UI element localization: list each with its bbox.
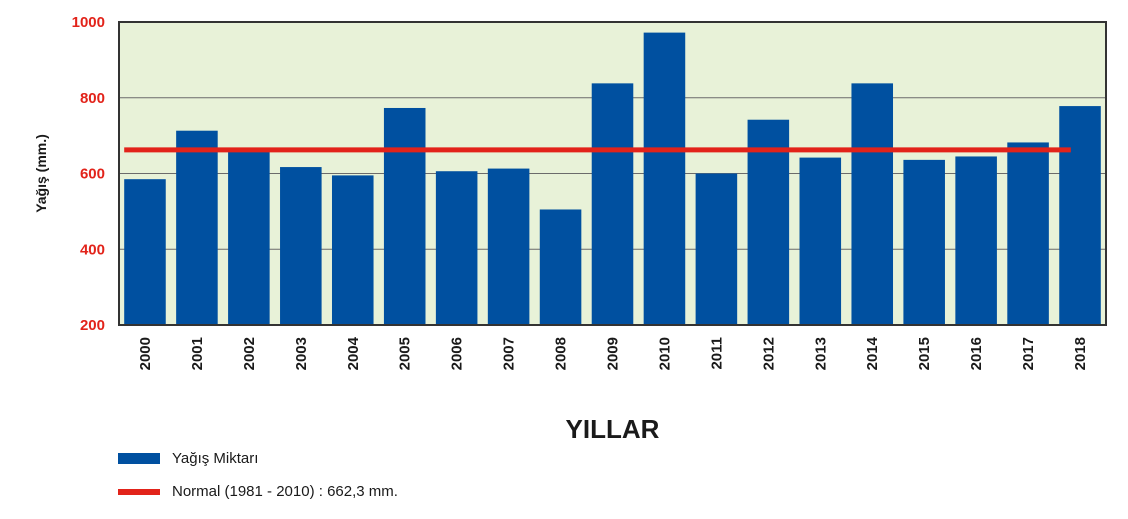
x-tick-label: 2003 [293, 337, 310, 370]
x-tick-label: 2014 [864, 336, 881, 370]
x-tick-label: 2008 [553, 337, 570, 370]
legend-item-precipitation: Yağış Miktarı [118, 450, 258, 467]
bar [955, 156, 997, 325]
plot-frame [118, 21, 1107, 326]
x-tick-label: 2011 [708, 337, 725, 370]
bar [851, 83, 894, 325]
legend-line-label: Normal (1981 - 2010) : 662,3 mm. [172, 483, 398, 500]
bar [1059, 106, 1101, 326]
bar [176, 130, 218, 325]
bar [695, 173, 738, 325]
y-tick-label: 200 [80, 317, 105, 334]
bar [591, 83, 634, 325]
x-tick-label: 2017 [1020, 337, 1037, 370]
x-tick-label: 2005 [397, 337, 414, 370]
y-tick-label: 1000 [72, 14, 105, 31]
x-tick-label: 2004 [345, 336, 362, 370]
x-tick-label: 2012 [760, 337, 777, 370]
y-tick-labels: 200 400 600 800 1000 [72, 14, 105, 334]
bar [435, 171, 478, 325]
legend-line-swatch [118, 488, 160, 495]
legend-item-normal: Normal (1981 - 2010) : 662,3 mm. [118, 483, 398, 500]
x-tick-label: 2016 [968, 337, 985, 370]
bar [539, 209, 582, 325]
bar [799, 157, 842, 325]
bar [331, 175, 374, 325]
legend-bar-swatch [118, 453, 160, 464]
y-axis-label: Yağış (mm.) [33, 134, 49, 213]
x-axis-label: YILLAR [566, 414, 660, 440]
bar [1007, 142, 1049, 325]
bar [124, 179, 166, 325]
x-tick-label: 2002 [241, 337, 258, 370]
x-tick-label: 2000 [137, 337, 154, 370]
x-tick-label: 2010 [656, 337, 673, 370]
x-tick-label: 2001 [189, 337, 206, 370]
bar [228, 150, 270, 325]
bars [124, 32, 1101, 326]
x-tick-label: 2018 [1072, 337, 1089, 370]
x-tick-label: 2006 [449, 337, 466, 370]
bar [747, 119, 790, 325]
x-tick-label: 2009 [605, 337, 622, 370]
y-tick-label: 600 [80, 166, 105, 183]
bar [643, 32, 686, 325]
x-tick-label: 2015 [916, 337, 933, 370]
x-tick-labels: 2000 2001 2002 2003 2004 2005 2006 2007 2008 2009… [137, 336, 1089, 370]
bar [383, 107, 426, 325]
legend-bar-label: Yağış Miktarı [172, 450, 259, 467]
x-tick-label: 2013 [812, 337, 829, 370]
y-tick-label: 800 [80, 90, 105, 107]
bar [280, 167, 322, 325]
y-tick-label: 400 [80, 241, 105, 258]
bar [487, 168, 530, 325]
x-tick-label: 2007 [501, 337, 518, 370]
bar [903, 159, 945, 325]
